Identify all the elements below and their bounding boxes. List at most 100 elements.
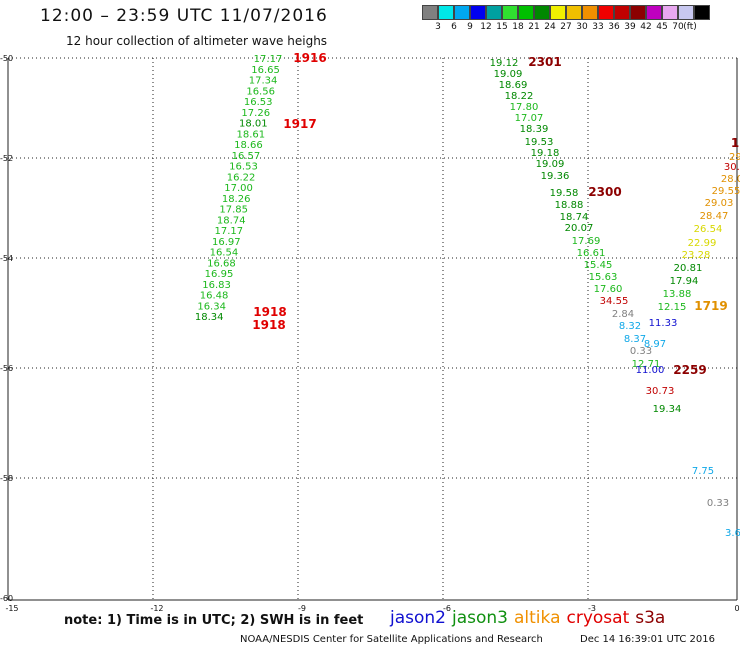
swh-value: 16.68 bbox=[207, 258, 236, 269]
map-grid bbox=[7, 57, 738, 601]
timestamp: Dec 14 16:39:01 UTC 2016 bbox=[580, 634, 715, 645]
legend-label: 9 bbox=[467, 22, 473, 32]
swh-value: 16.53 bbox=[244, 97, 273, 108]
swh-value: 18.66 bbox=[234, 140, 263, 151]
swh-value: 16.56 bbox=[246, 86, 275, 97]
swh-value: 29.55 bbox=[712, 186, 740, 197]
swh-value: 26.54 bbox=[694, 224, 723, 235]
latitude-label: -60 bbox=[0, 594, 13, 603]
pass-id-label: 1918 bbox=[253, 305, 286, 319]
legend-label: 3 bbox=[435, 22, 441, 32]
legend-swatch bbox=[470, 5, 486, 20]
swh-value: 16.83 bbox=[202, 280, 231, 291]
legend-label: 30 bbox=[576, 22, 588, 32]
swh-value: 16.34 bbox=[197, 301, 226, 312]
swh-value: 17.17 bbox=[254, 54, 283, 65]
latitude-label: -52 bbox=[0, 154, 13, 163]
page-title: 12:00 – 23:59 UTC 11/07/2016 bbox=[40, 6, 328, 26]
swh-value: 18.26 bbox=[222, 194, 251, 205]
legend-swatch bbox=[630, 5, 646, 20]
page-subtitle: 12 hour collection of altimeter wave hei… bbox=[66, 34, 328, 48]
swh-values: 17.1716.6517.3416.5616.5317.2618.0118.61… bbox=[195, 54, 740, 539]
swh-value: 17.69 bbox=[572, 236, 601, 247]
pass-id-label: 1916 bbox=[293, 51, 326, 65]
swh-value: 0.33 bbox=[630, 346, 652, 357]
latitude-label: -56 bbox=[0, 364, 13, 373]
swh-value: 16.97 bbox=[212, 237, 241, 248]
legend-swatch bbox=[582, 5, 598, 20]
swh-value: 19.34 bbox=[653, 404, 682, 415]
swh-value: 17.26 bbox=[241, 108, 270, 119]
legend-swatch bbox=[598, 5, 614, 20]
satellite-legend: jason2 jason3 altika cryosat s3a bbox=[390, 608, 671, 628]
swh-value: 11.00 bbox=[636, 365, 665, 376]
swh-value: 19.36 bbox=[541, 171, 570, 182]
pass-id-label: 1917 bbox=[283, 117, 316, 131]
swh-value: 17.00 bbox=[224, 183, 253, 194]
swh-value: 17.17 bbox=[214, 226, 243, 237]
longitude-label: -15 bbox=[5, 604, 18, 613]
swh-value: 19.58 bbox=[550, 188, 579, 199]
swh-value: 16.48 bbox=[200, 291, 229, 302]
pass-id-label: 2300 bbox=[588, 185, 621, 199]
swh-value: 18.39 bbox=[520, 124, 549, 135]
legend-swatch bbox=[614, 5, 630, 20]
swh-value: 18.61 bbox=[237, 129, 266, 140]
swh-value: 18.88 bbox=[555, 200, 584, 211]
swh-value: 16.61 bbox=[577, 248, 606, 259]
swh-value: 16.65 bbox=[251, 65, 280, 76]
legend-swatch bbox=[566, 5, 582, 20]
swh-value: 8.37 bbox=[624, 334, 646, 345]
pass-id-label: 2301 bbox=[528, 55, 561, 69]
legend-label: 70 bbox=[672, 22, 684, 32]
swh-value: 22.99 bbox=[688, 238, 717, 249]
swh-value: 17.85 bbox=[219, 205, 248, 216]
legend-label: 33 bbox=[592, 22, 604, 32]
credit-line: NOAA/NESDIS Center for Satellite Applica… bbox=[240, 634, 543, 645]
legend-swatch bbox=[422, 5, 438, 20]
legend-swatch bbox=[646, 5, 662, 20]
legend-swatch bbox=[518, 5, 534, 20]
legend-label: 45 bbox=[656, 22, 668, 32]
legend-swatch bbox=[678, 5, 694, 20]
color-legend: 3 6 9 12 15 18 21 24 27 30 33 36 39 42 45 70 (ft) bbox=[422, 5, 740, 34]
swh-value: 8.97 bbox=[644, 339, 666, 350]
swh-value: 13.88 bbox=[663, 289, 692, 300]
swh-value: 20.81 bbox=[674, 263, 703, 274]
swh-value: 16.95 bbox=[205, 269, 234, 280]
legend-label: 24 bbox=[544, 22, 556, 32]
latitude-label: -58 bbox=[0, 474, 13, 483]
legend-label: 12 bbox=[480, 22, 492, 32]
swh-value: 19.09 bbox=[494, 69, 523, 80]
longitude-label: -3 bbox=[588, 604, 596, 613]
satellite-name-s3a: s3a bbox=[635, 608, 666, 628]
legend-swatch bbox=[550, 5, 566, 20]
legend-swatch bbox=[454, 5, 470, 20]
swh-value: 18.74 bbox=[217, 215, 246, 226]
swh-value: 19.18 bbox=[531, 148, 560, 159]
legend-label: 42 bbox=[640, 22, 652, 32]
longitude-label: 0 bbox=[734, 604, 739, 613]
swh-value: 2.84 bbox=[612, 309, 634, 320]
swh-value: 29. bbox=[729, 152, 740, 163]
swh-value: 17.80 bbox=[510, 102, 539, 113]
legend-swatch bbox=[502, 5, 518, 20]
satellite-name-jason3: jason3 bbox=[452, 608, 508, 628]
legend-unit: (ft) bbox=[683, 22, 697, 32]
legend-label: 21 bbox=[528, 22, 540, 32]
swh-value: 34.55 bbox=[600, 296, 629, 307]
swh-value: 28.47 bbox=[700, 211, 729, 222]
latitude-label: -54 bbox=[0, 254, 13, 263]
swh-value: 18.22 bbox=[505, 91, 534, 102]
longitude-label: -12 bbox=[150, 604, 163, 613]
legend-swatch bbox=[486, 5, 502, 20]
pass-id-label: 2259 bbox=[673, 363, 706, 377]
pass-id-label: 1 bbox=[731, 136, 739, 150]
legend-swatch bbox=[694, 5, 710, 20]
swh-value: 29.03 bbox=[705, 198, 734, 209]
longitude-label: -9 bbox=[298, 604, 306, 613]
swh-value: 19.53 bbox=[525, 137, 554, 148]
swh-value: 20.07 bbox=[565, 223, 594, 234]
swh-value: 17.07 bbox=[515, 113, 544, 124]
